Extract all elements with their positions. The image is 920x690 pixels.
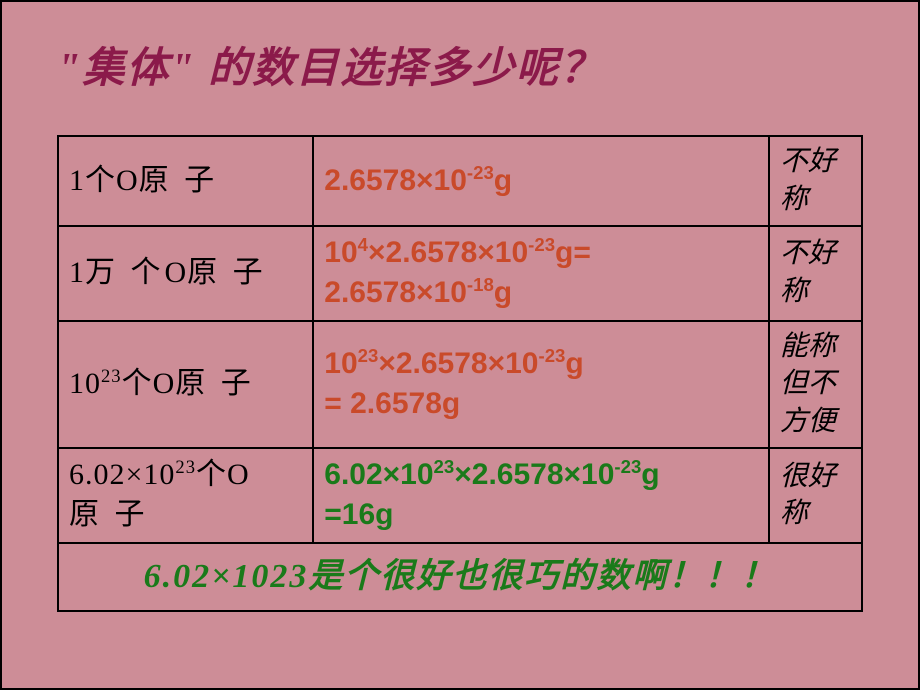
table-row: 1023个O原 子1023×2.6578×10-23g= 2.6578g能称但不…	[58, 321, 862, 448]
footer-row: 6.02×1023是个很好也很巧的数啊！！！	[58, 543, 862, 611]
slide-title: "集体" 的数目选择多少呢？	[57, 34, 863, 95]
table-row: 6.02×1023个O原 子6.02×1023×2.6578×10-23g=16…	[58, 448, 862, 543]
table-row: 1万 个O原 子104×2.6578×10-23g=2.6578×10-18g不…	[58, 226, 862, 321]
atom-count-cell: 1万 个O原 子	[58, 226, 313, 321]
footer-cell: 6.02×1023是个很好也很巧的数啊！！！	[58, 543, 862, 611]
mass-calc-cell: 1023×2.6578×10-23g= 2.6578g	[313, 321, 769, 448]
atom-mass-table: 1个O原 子2.6578×10-23g不好称1万 个O原 子104×2.6578…	[57, 135, 863, 612]
table-row: 1个O原 子2.6578×10-23g不好称	[58, 136, 862, 226]
mass-calc-cell: 104×2.6578×10-23g=2.6578×10-18g	[313, 226, 769, 321]
weigh-note-cell: 很好称	[769, 448, 862, 543]
weigh-note-cell: 能称但不方便	[769, 321, 862, 448]
weigh-note-cell: 不好称	[769, 226, 862, 321]
atom-count-cell: 1个O原 子	[58, 136, 313, 226]
mass-calc-cell: 2.6578×10-23g	[313, 136, 769, 226]
table-body: 1个O原 子2.6578×10-23g不好称1万 个O原 子104×2.6578…	[58, 136, 862, 611]
slide-container: "集体" 的数目选择多少呢？ 1个O原 子2.6578×10-23g不好称1万 …	[0, 0, 920, 690]
atom-count-cell: 1023个O原 子	[58, 321, 313, 448]
mass-calc-cell: 6.02×1023×2.6578×10-23g=16g	[313, 448, 769, 543]
atom-count-cell: 6.02×1023个O原 子	[58, 448, 313, 543]
weigh-note-cell: 不好称	[769, 136, 862, 226]
